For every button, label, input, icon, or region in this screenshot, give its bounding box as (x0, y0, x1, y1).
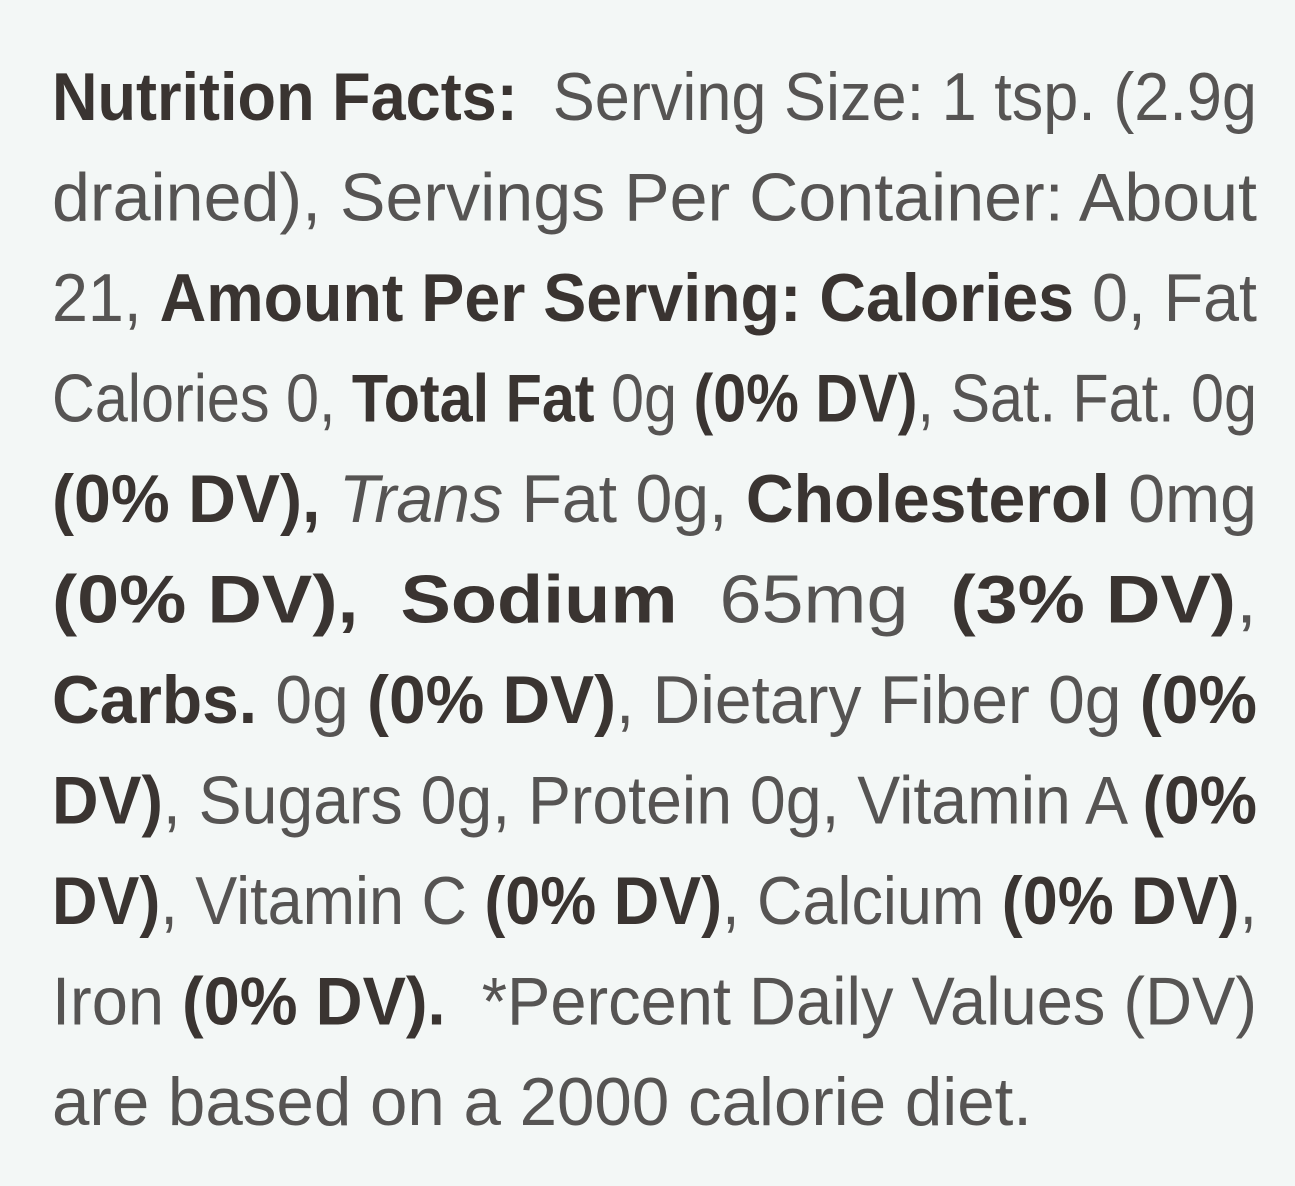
label-line: (0% DV), Sodium 65mg (3% DV), (52, 562, 1257, 638)
text-run: 21, (52, 260, 160, 336)
text-run: Carbs. (52, 662, 257, 738)
text-run: , Dietary Fiber 0g (616, 662, 1140, 738)
text-run: *Percent Daily Values (DV) (446, 964, 1257, 1040)
text-run: DV) (52, 763, 163, 839)
label-line: (0% DV), Trans Fat 0g, Cholesterol 0mg (52, 461, 1257, 537)
text-run: (0% DV) (693, 361, 917, 437)
text-run: Amount Per Serving: Calories (160, 260, 1074, 336)
text-run: (0% DV), (52, 562, 358, 638)
text-run: Calories 0, (52, 361, 352, 437)
text-run: drained), Servings Per Container: About (52, 160, 1257, 236)
text-run: are based on a 2000 calorie diet. (52, 1064, 1032, 1140)
text-run: Nutrition Facts: (52, 59, 518, 135)
text-run: (0% (1142, 763, 1257, 839)
text-run: , Sugars 0g, Protein 0g, Vitamin A (163, 763, 1143, 839)
label-line: Carbs. 0g (0% DV), Dietary Fiber 0g (0% (52, 662, 1257, 738)
text-run: (0% (1140, 662, 1257, 738)
text-run: Cholesterol (746, 461, 1110, 537)
text-run: , (1236, 562, 1257, 638)
label-line: Calories 0, Total Fat 0g (0% DV), Sat. F… (52, 361, 1257, 437)
text-run: DV) (52, 863, 160, 939)
text-run (358, 562, 400, 638)
text-run: Fat 0g, (503, 461, 746, 537)
text-run: (0% DV), (52, 461, 320, 537)
text-run: (3% DV) (950, 562, 1235, 638)
label-line: 21, Amount Per Serving: Calories 0, Fat (52, 260, 1257, 336)
text-run: (0% DV) (367, 662, 616, 738)
text-run: Sodium (400, 562, 677, 638)
text-run: (0% DV) (1002, 863, 1240, 939)
text-run: 65mg (678, 562, 951, 638)
text-run: , Vitamin C (160, 863, 484, 939)
label-line: DV), Sugars 0g, Protein 0g, Vitamin A (0… (52, 763, 1257, 839)
text-run: 0g (595, 361, 694, 437)
text-run: Total Fat (352, 361, 595, 437)
text-run: 0g (257, 662, 367, 738)
text-run: Trans (339, 461, 503, 537)
label-line: Iron (0% DV). *Percent Daily Values (DV) (52, 964, 1257, 1040)
label-line: Nutrition Facts: Serving Size: 1 tsp. (2… (52, 59, 1257, 135)
label-line: DV), Vitamin C (0% DV), Calcium (0% DV), (52, 863, 1257, 939)
text-run: 0, Fat (1074, 260, 1257, 336)
text-run: Serving Size: 1 tsp. (2.9g (518, 59, 1257, 135)
text-run: , (1240, 863, 1257, 939)
text-run (320, 461, 338, 537)
label-line: are based on a 2000 calorie diet. (52, 1064, 1032, 1140)
text-run: (0% DV). (182, 964, 446, 1040)
text-run: Iron (52, 964, 182, 1040)
text-run: (0% DV) (484, 863, 722, 939)
label-line: drained), Servings Per Container: About (52, 160, 1257, 236)
text-run: 0mg (1110, 461, 1257, 537)
text-run: , Sat. Fat. 0g (918, 361, 1257, 437)
text-run: , Calcium (722, 863, 1002, 939)
